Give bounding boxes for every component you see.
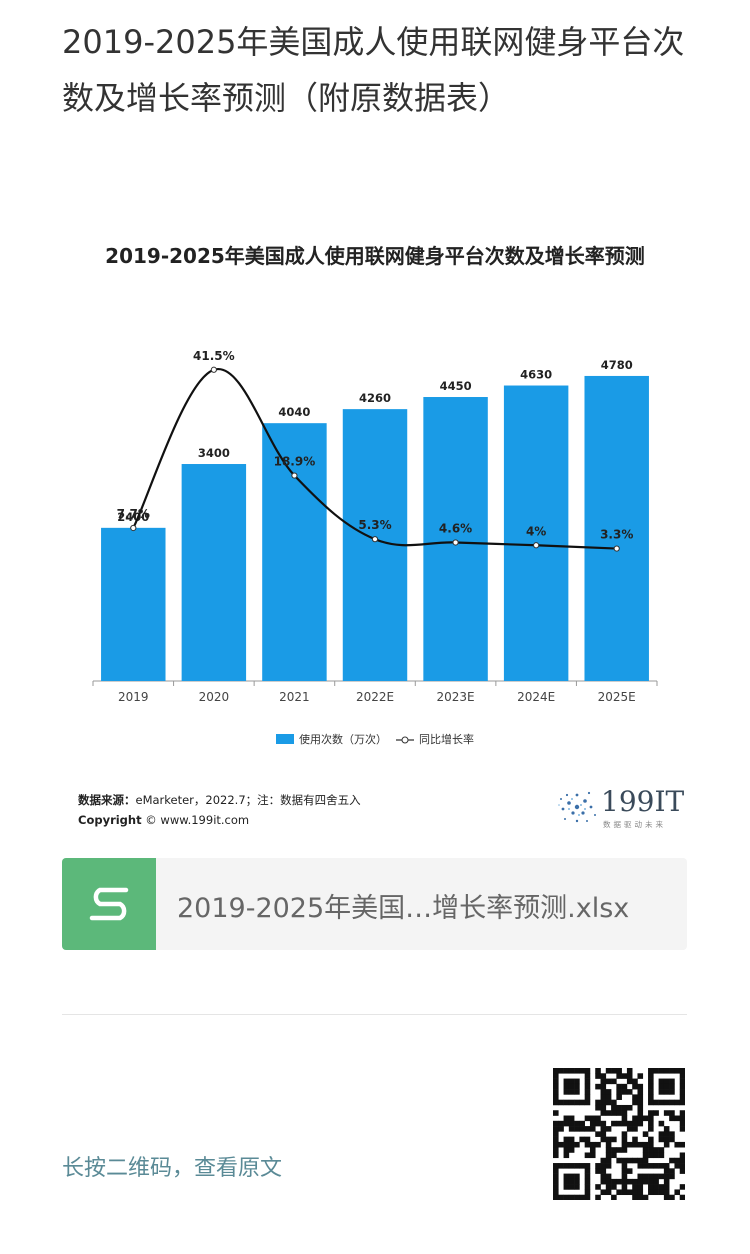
- bar-value-label: 4260: [359, 391, 391, 405]
- x-tick-label: 2023E: [437, 690, 475, 704]
- article-title: 2019-2025年美国成人使用联网健身平台次数及增长率预测（附原数据表）: [62, 23, 685, 117]
- x-tick-label: 2024E: [517, 690, 555, 704]
- growth-rate-label: 18.9%: [274, 455, 316, 469]
- copyright-label: Copyright: [78, 813, 142, 827]
- growth-rate-label: 5.3%: [358, 518, 391, 532]
- spreadsheet-icon: [62, 858, 156, 950]
- chart-image: 2019-2025年美国成人使用联网健身平台次数及增长率预测 2400 2019 3…: [60, 230, 690, 840]
- growth-rate-label: 3.3%: [600, 528, 633, 542]
- combo-chart: 2400 2019 3400 2020 4040 2021 4260 2022E 4450 202…: [92, 349, 658, 746]
- x-tick-label: 2019: [118, 690, 149, 704]
- chart-title: 2019-2025年美国成人使用联网健身平台次数及增长率预测: [105, 244, 645, 268]
- x-tick-label: 2022E: [356, 690, 394, 704]
- bar-value-label: 3400: [198, 446, 230, 460]
- growth-rate-point: [210, 366, 217, 373]
- bar-value-label: 4450: [440, 379, 472, 393]
- bar: [423, 397, 488, 681]
- chart-source: 数据来源：eMarketer，2022.7；注：数据有四舍五入 Copyrigh…: [78, 790, 361, 830]
- growth-rate-label: 7.7%: [117, 507, 150, 521]
- x-tick-label: 2020: [199, 690, 230, 704]
- growth-rate-point: [371, 536, 379, 543]
- source-text: eMarketer，2022.7；注：数据有四舍五入: [135, 793, 361, 807]
- growth-rate-point: [533, 542, 540, 549]
- copyright-text: © www.199it.com: [145, 813, 250, 827]
- legend-line-label: 同比增长率: [419, 732, 474, 746]
- growth-rate-point: [452, 539, 459, 546]
- bar: [101, 527, 166, 681]
- attachment-filename: 2019-2025年美国…增长率预测.xlsx: [177, 893, 630, 924]
- brand-logo: 199IT 数据驱动未来: [555, 785, 685, 831]
- legend-bar-label: 使用次数（万次）: [299, 732, 387, 746]
- source-label: 数据来源：: [78, 793, 136, 807]
- divider: [62, 1014, 687, 1015]
- growth-rate-label: 4%: [526, 524, 546, 538]
- growth-rate-label: 41.5%: [193, 349, 235, 363]
- bar-value-label: 2400: [117, 510, 149, 524]
- growth-rate-point: [130, 524, 137, 532]
- legend-bar-swatch: [276, 734, 294, 744]
- bar: [262, 423, 327, 681]
- qr-code-icon[interactable]: [553, 1068, 685, 1200]
- growth-rate-point: [291, 472, 298, 479]
- legend-line-marker: [401, 736, 409, 744]
- qr-hint-text: 长按二维码，查看原文: [62, 1156, 283, 1181]
- logo-subtitle: 数据驱动未来: [603, 820, 666, 829]
- bar: [503, 385, 569, 681]
- growth-rate-label: 4.6%: [439, 521, 472, 535]
- growth-rate-line: [132, 368, 617, 550]
- logo-dots-icon: [558, 791, 596, 823]
- bar: [181, 464, 247, 681]
- bar-value-label: 4780: [601, 358, 633, 372]
- x-tick-label: 2021: [279, 690, 310, 704]
- x-tick-label: 2025E: [598, 690, 636, 704]
- bar: [584, 375, 649, 681]
- growth-rate-point: [613, 545, 620, 552]
- attachment-card[interactable]: 2019-2025年美国…增长率预测.xlsx: [62, 858, 687, 950]
- logo-text: 199IT: [601, 785, 685, 818]
- bar-value-label: 4630: [520, 368, 552, 382]
- bar-value-label: 4040: [278, 405, 310, 419]
